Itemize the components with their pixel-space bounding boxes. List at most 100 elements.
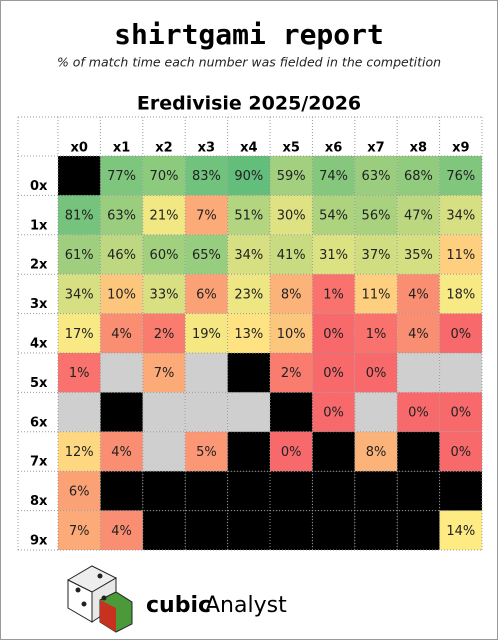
row-label: 9x <box>30 534 48 549</box>
heat-cell <box>227 156 270 196</box>
cell-label: 21% <box>150 209 179 224</box>
empty-cell <box>270 392 313 432</box>
heat-cell <box>312 234 355 275</box>
empty-cell <box>185 392 228 432</box>
row-label: 8x <box>30 494 48 509</box>
heat-cell <box>185 274 228 314</box>
column-label: x9 <box>452 141 469 156</box>
heat-cell <box>439 234 482 275</box>
heat-cell <box>270 156 313 196</box>
cell-label: 34% <box>234 248 263 263</box>
cell-label: 10% <box>107 287 136 302</box>
heat-cell <box>142 156 186 196</box>
heat-cell <box>227 274 270 314</box>
empty-cell <box>58 392 101 432</box>
column-label: x2 <box>155 141 172 156</box>
cell-label: 63% <box>362 169 391 184</box>
heat-cell <box>397 313 440 353</box>
subtitle: % of match time each number was fielded … <box>57 55 441 70</box>
heat-cell <box>227 195 270 235</box>
cell-label: 34% <box>65 287 94 302</box>
cell-label: 23% <box>234 287 263 302</box>
empty-cell <box>100 353 143 393</box>
cell-label: 0% <box>450 406 471 421</box>
column-label: x6 <box>325 141 342 156</box>
heat-cell <box>100 156 143 196</box>
empty-cell <box>397 471 440 511</box>
heat-cell <box>439 392 482 432</box>
empty-cell <box>185 471 228 511</box>
cell-label: 0% <box>323 406 344 421</box>
cell-label: 2% <box>281 366 302 381</box>
heat-cell <box>185 313 228 353</box>
row-label: 0x <box>30 179 48 194</box>
cell-label: 4% <box>408 287 429 302</box>
cell-label: 90% <box>234 169 263 184</box>
row-label: 4x <box>30 337 48 352</box>
empty-cell <box>270 471 313 511</box>
cell-label: 0% <box>366 366 387 381</box>
cell-label: 0% <box>450 327 471 342</box>
column-label: x7 <box>367 141 384 156</box>
heat-cell <box>227 234 270 275</box>
cell-label: 12% <box>65 445 94 460</box>
cell-label: 63% <box>107 209 136 224</box>
cell-label: 4% <box>111 524 132 539</box>
empty-cell <box>142 510 186 550</box>
heat-cell <box>354 195 398 235</box>
heat-cell <box>142 353 186 393</box>
brand-cubic: cubic <box>146 593 211 618</box>
heat-cell <box>58 313 101 353</box>
cell-label: 5% <box>196 445 217 460</box>
heat-cell <box>439 313 482 353</box>
cell-label: 10% <box>277 327 306 342</box>
heat-cell <box>354 234 398 275</box>
empty-cell <box>397 431 440 472</box>
heat-cell <box>397 234 440 275</box>
heat-cell <box>312 156 355 196</box>
cell-label: 18% <box>446 287 475 302</box>
heat-cell <box>100 195 143 235</box>
cell-label: 1% <box>69 366 90 381</box>
cell-label: 8% <box>366 445 387 460</box>
cell-label: 30% <box>277 209 306 224</box>
cell-label: 4% <box>111 327 132 342</box>
empty-cell <box>185 510 228 550</box>
heat-cell <box>439 274 482 314</box>
heat-cell <box>439 431 482 472</box>
heat-cell <box>397 195 440 235</box>
empty-cell <box>439 353 482 393</box>
cell-label: 54% <box>319 209 348 224</box>
heat-cell <box>142 234 186 275</box>
heat-cell <box>185 156 228 196</box>
empty-cell <box>227 392 270 432</box>
heat-cell <box>354 353 398 393</box>
cell-label: 0% <box>408 406 429 421</box>
column-label: x4 <box>240 141 257 156</box>
heat-cell <box>270 234 313 275</box>
cell-label: 83% <box>192 169 221 184</box>
heat-cell <box>58 234 101 275</box>
heat-cell <box>312 313 355 353</box>
column-label: x3 <box>198 141 215 156</box>
row-label: 2x <box>30 258 48 273</box>
empty-cell <box>312 510 355 550</box>
heat-cell <box>58 431 101 472</box>
empty-cell <box>227 471 270 511</box>
cell-label: 65% <box>192 248 221 263</box>
row-label: 1x <box>30 218 48 233</box>
cell-label: 34% <box>446 209 475 224</box>
cell-label: 7% <box>196 209 217 224</box>
empty-cell <box>397 510 440 550</box>
cell-label: 31% <box>319 248 348 263</box>
heat-cell <box>439 510 482 550</box>
cell-label: 6% <box>69 484 90 499</box>
empty-cell <box>100 392 143 432</box>
cell-label: 35% <box>404 248 433 263</box>
heat-cell <box>354 156 398 196</box>
empty-cell <box>142 392 186 432</box>
cell-label: 2% <box>154 327 175 342</box>
cell-label: 46% <box>107 248 136 263</box>
cell-label: 0% <box>323 327 344 342</box>
heat-cell <box>270 195 313 235</box>
